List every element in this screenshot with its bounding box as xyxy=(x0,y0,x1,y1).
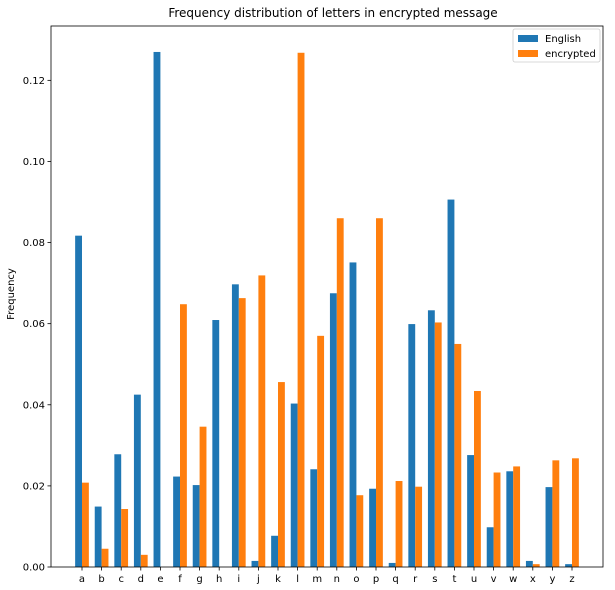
plot-frame xyxy=(50,25,604,568)
bar-english-u xyxy=(467,455,474,567)
x-tick-label-f: f xyxy=(178,574,182,585)
bar-english-d xyxy=(133,394,141,567)
bar-encrypted-m xyxy=(317,335,325,567)
bar-english-k xyxy=(271,535,278,567)
y-tick-label: 0.04 xyxy=(23,400,45,411)
bar-encrypted-u xyxy=(474,390,481,567)
bar-english-q xyxy=(388,562,396,567)
bar-english-f xyxy=(173,476,180,567)
x-tick-label-p: p xyxy=(373,574,379,585)
bar-english-w xyxy=(506,471,514,567)
bar-encrypted-q xyxy=(395,481,403,567)
bar-encrypted-i xyxy=(238,298,246,567)
bar-encrypted-w xyxy=(513,466,521,567)
bar-english-i xyxy=(231,284,239,567)
bar-english-l xyxy=(290,403,298,567)
legend-label-encrypted: encrypted xyxy=(545,49,596,60)
bar-encrypted-k xyxy=(278,382,285,567)
x-tick-label-m: m xyxy=(312,574,322,585)
bar-encrypted-g xyxy=(199,426,207,567)
y-tick-label: 0.06 xyxy=(23,319,45,330)
x-tick-label-g: g xyxy=(196,574,202,585)
bar-english-r xyxy=(408,324,416,567)
bar-english-c xyxy=(114,454,122,567)
bar-english-j xyxy=(251,560,259,567)
x-tick-label-c: c xyxy=(118,574,124,585)
x-tick-label-t: t xyxy=(452,574,456,585)
bar-encrypted-p xyxy=(376,218,383,568)
y-axis: 0.00 0.02 0.04 0.06 0.08 0.10 0.12 xyxy=(23,76,51,574)
bar-english-y xyxy=(545,487,553,567)
x-tick-label-h: h xyxy=(216,574,222,585)
bar-encrypted-x xyxy=(532,564,540,567)
x-tick-label-r: r xyxy=(413,574,418,585)
bar-english-s xyxy=(427,310,435,567)
x-tick-label-o: o xyxy=(353,574,359,585)
bar-english-t xyxy=(447,199,455,567)
y-tick-label: 0.08 xyxy=(23,238,45,249)
bar-english-z xyxy=(565,564,572,567)
bar-encrypted-o xyxy=(356,495,364,567)
x-tick-label-y: y xyxy=(549,574,555,585)
bar-english-g xyxy=(192,485,200,567)
bar-english-p xyxy=(369,488,376,567)
bar-encrypted-d xyxy=(140,554,148,567)
x-tick-label-i: i xyxy=(237,574,240,585)
x-tick-label-e: e xyxy=(157,574,163,585)
x-tick-label-k: k xyxy=(275,574,281,585)
bar-encrypted-c xyxy=(121,509,129,567)
x-tick-label-n: n xyxy=(334,574,340,585)
bar-encrypted-y xyxy=(552,460,560,567)
bar-encrypted-b xyxy=(101,548,109,567)
bar-encrypted-j xyxy=(258,275,266,567)
axes-spines xyxy=(50,25,604,568)
y-axis-label: Frequency xyxy=(6,268,17,320)
x-tick-label-l: l xyxy=(296,574,299,585)
bar-encrypted-v xyxy=(493,472,501,567)
bar-english-b xyxy=(94,506,102,567)
x-tick-label-b: b xyxy=(98,574,104,585)
bar-encrypted-n xyxy=(336,218,344,568)
bar-english-m xyxy=(310,469,318,567)
y-tick-label: 0.02 xyxy=(23,481,45,492)
bar-english-h xyxy=(212,320,220,567)
bar-encrypted-s xyxy=(434,322,442,567)
bar-english-e xyxy=(153,51,161,567)
y-tick-label: 0.00 xyxy=(23,563,45,574)
x-tick-label-s: s xyxy=(432,574,437,585)
legend: English encrypted xyxy=(512,28,601,63)
x-tick-label-w: w xyxy=(509,574,517,585)
x-tick-label-j: j xyxy=(256,574,260,585)
bar-encrypted-z xyxy=(572,458,579,567)
y-tick-label: 0.12 xyxy=(23,76,45,87)
x-tick-label-v: v xyxy=(491,574,497,585)
x-axis: a b c d e f g h i j k l m n o p q r s t u v w x y z xyxy=(79,567,575,585)
chart-title: Frequency distribution of letters in enc… xyxy=(168,6,497,20)
x-tick-label-z: z xyxy=(569,574,574,585)
bar-english-x xyxy=(525,560,533,567)
bar-encrypted-t xyxy=(454,343,462,567)
legend-swatch-english xyxy=(518,35,538,42)
x-tick-label-x: x xyxy=(530,574,536,585)
legend-label-english: English xyxy=(545,34,581,45)
bar-english-a xyxy=(75,235,82,568)
bar-english-o xyxy=(349,262,357,567)
x-tick-label-u: u xyxy=(471,574,477,585)
bar-english-v xyxy=(486,527,494,567)
bar-english-n xyxy=(329,293,337,567)
x-tick-label-a: a xyxy=(79,574,85,585)
bar-encrypted-f xyxy=(180,304,187,567)
legend-swatch-encrypted xyxy=(518,50,538,57)
bar-encrypted-l xyxy=(297,52,305,567)
x-tick-label-d: d xyxy=(138,574,144,585)
bar-encrypted-a xyxy=(82,482,89,567)
y-tick-label: 0.10 xyxy=(23,157,45,168)
x-tick-label-q: q xyxy=(392,574,398,585)
bar-encrypted-r xyxy=(415,486,423,567)
bars xyxy=(75,51,579,568)
